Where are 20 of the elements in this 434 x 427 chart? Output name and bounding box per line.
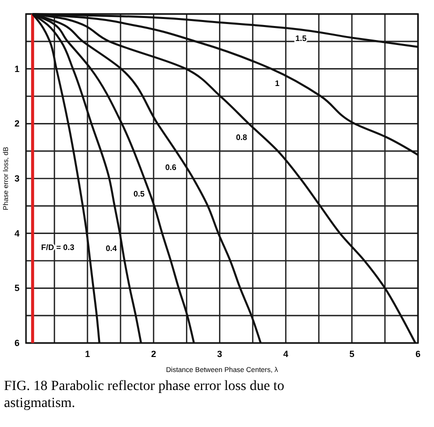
caption: FIG. 18 Parabolic reflector phase error loss due to astigmatism.	[4, 379, 284, 411]
series-label: 0.5	[133, 189, 146, 198]
y-tick-label: 1	[14, 64, 20, 74]
x-tick-label: 4	[283, 349, 288, 359]
x-tick-label: 5	[349, 349, 354, 359]
y-tick-label: 5	[14, 283, 20, 294]
x-tick-label: 2	[151, 349, 156, 359]
series-label: 1.5	[295, 34, 308, 44]
series-label: 0.6	[165, 162, 177, 172]
x-tick-label: 6	[415, 349, 421, 359]
y-tick-label: 2	[14, 118, 20, 129]
series-label: 0.8	[236, 132, 248, 142]
x-tick-label: 3	[217, 349, 222, 359]
series-label: 1	[274, 79, 280, 88]
y-tick-label: 6	[14, 338, 20, 348]
y-tick-label: 4	[14, 228, 20, 238]
x-tick-label: 1	[84, 349, 90, 359]
series-label: F/D = 0.3	[41, 243, 75, 252]
y-tick-label: 3	[14, 174, 20, 184]
series-label: 0.4	[106, 244, 118, 254]
